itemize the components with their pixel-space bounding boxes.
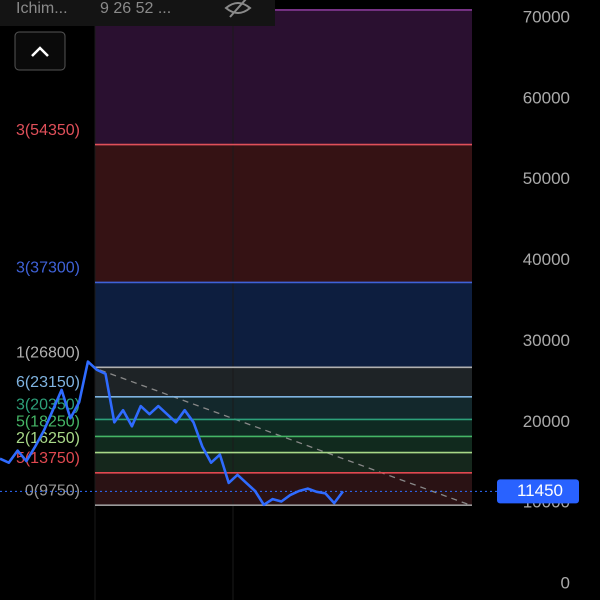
hide-icon[interactable] — [224, 0, 252, 18]
fib-label: 3(37300) — [16, 260, 80, 277]
fib-band — [95, 396, 472, 420]
last-price-label: 11450 — [517, 481, 563, 500]
fib-band — [95, 367, 472, 397]
last-price-box — [497, 479, 579, 504]
price-line — [0, 360, 345, 507]
indicator-name: Ichim... — [16, 0, 68, 17]
y-tick-label: 20000 — [523, 412, 570, 431]
fib-bands — [95, 9, 472, 506]
plot: 0(9750)5(13750)2(16250)5(18250)3(20350)6… — [0, 7, 579, 592]
indicator-bar — [0, 0, 275, 26]
fib-band — [95, 282, 472, 368]
y-tick-label: 50000 — [523, 169, 570, 188]
fib-band — [95, 436, 472, 453]
fib-label: 1(26800) — [16, 345, 80, 362]
fib-label: 3(20350) — [16, 397, 80, 414]
fib-band — [95, 452, 472, 473]
fib-band — [95, 144, 472, 283]
fib-band — [95, 419, 472, 437]
y-tick-label: 0 — [561, 573, 570, 592]
y-tick-label: 40000 — [523, 250, 570, 269]
collapse-button[interactable] — [14, 31, 66, 71]
indicator-params: 9 26 52 ... — [100, 0, 171, 17]
y-tick-label: 70000 — [523, 7, 570, 26]
fib-label: 6(23150) — [16, 374, 80, 391]
fib-band — [95, 9, 472, 145]
y-tick-label: 30000 — [523, 331, 570, 350]
y-tick-label: 60000 — [523, 88, 570, 107]
fib-label: 0(9750) — [25, 482, 80, 499]
fib-label: 3(54350) — [16, 122, 80, 139]
fib-label: 2(16250) — [16, 430, 80, 447]
